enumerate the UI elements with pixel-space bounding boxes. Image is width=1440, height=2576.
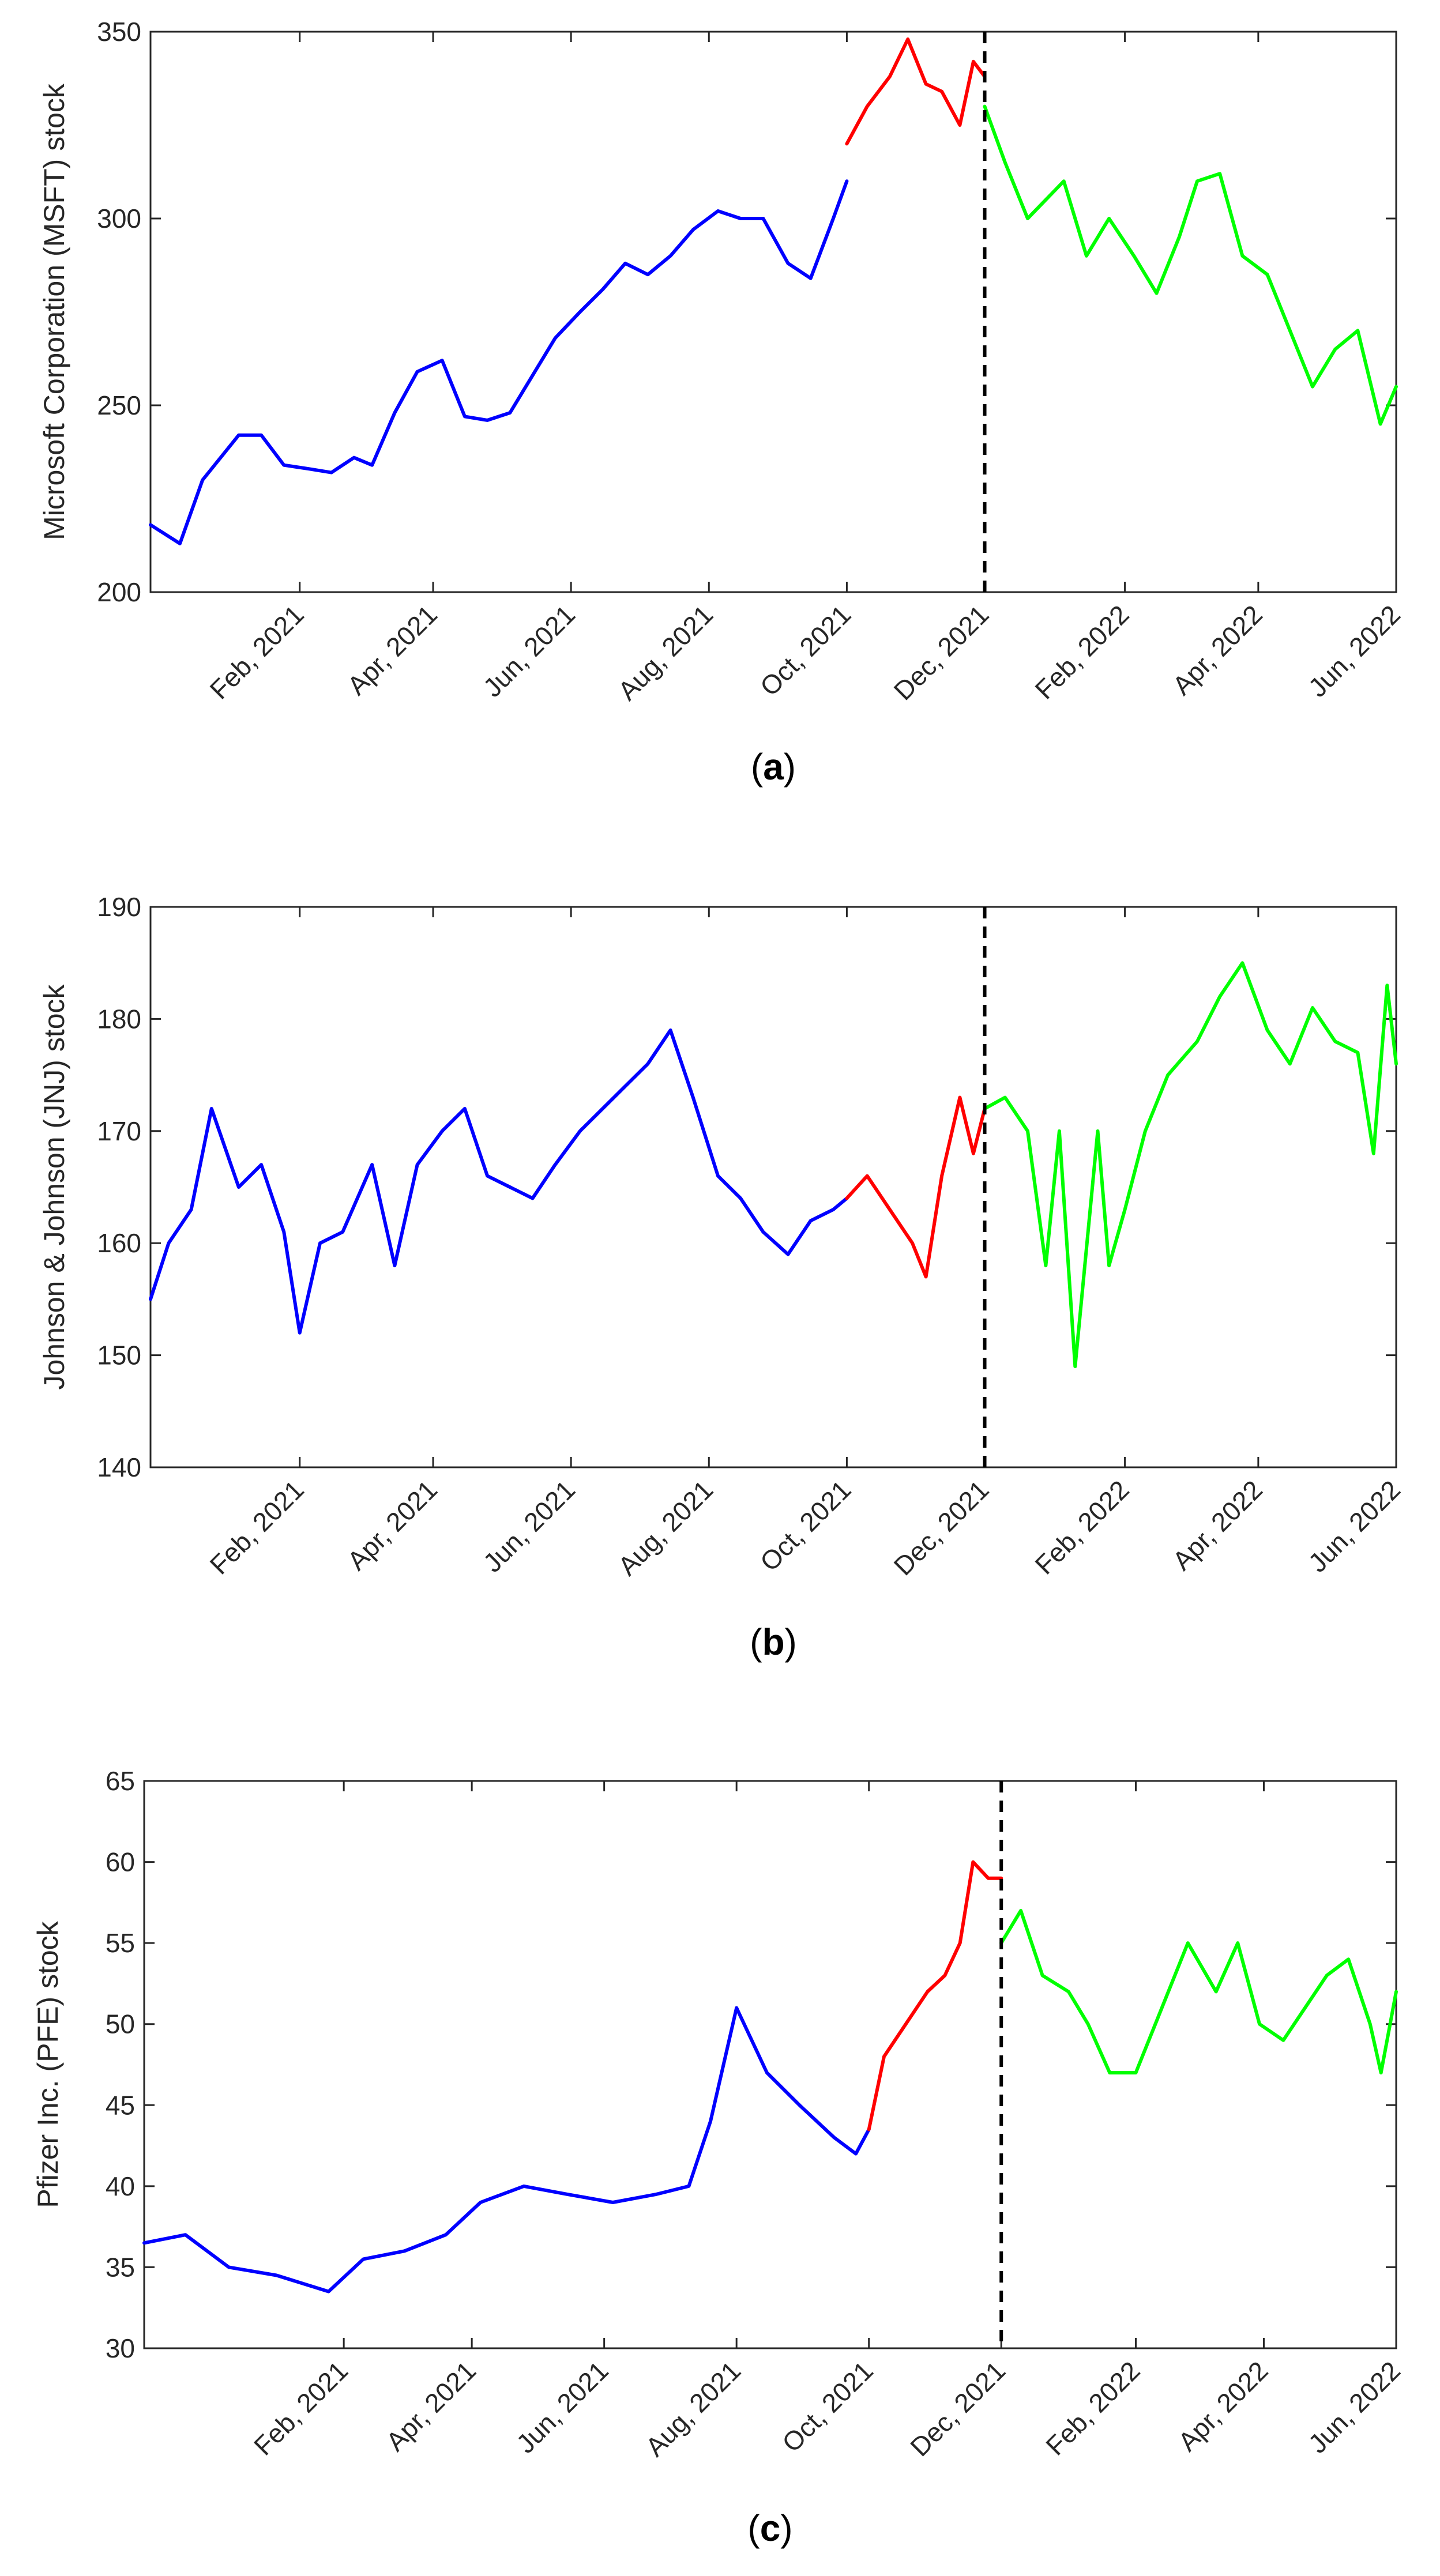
- y-tick-label: 300: [97, 204, 141, 234]
- y-tick-label: 140: [97, 1452, 141, 1482]
- x-tick-label: Dec, 2021: [888, 1474, 995, 1581]
- caption-letter: a: [763, 746, 784, 788]
- chart-panel-2: 140 150 160 170 180 190 Feb, 2021 Apr, 2021 Jun,…: [38, 892, 1406, 1663]
- x-tick-label: Dec, 2021: [888, 599, 995, 706]
- x-tick-label: Feb, 2021: [204, 1474, 310, 1580]
- y-tick-label: 65: [106, 1766, 135, 1796]
- caption-paren-open: (: [750, 1621, 762, 1663]
- series-line-3: [999, 1908, 1398, 2075]
- x-tick-label: Feb, 2021: [204, 599, 310, 705]
- x-tick-label: Dec, 2021: [904, 2355, 1011, 2462]
- x-tick-label: Jun, 2022: [1302, 599, 1406, 703]
- y-axis-label: Microsoft Corporation (MSFT) stock: [38, 83, 70, 540]
- caption-paren-close: ): [784, 746, 796, 788]
- series-line-3: [983, 104, 1398, 426]
- x-tick-label: Apr, 2021: [341, 599, 443, 701]
- x-tick-label: Apr, 2022: [1172, 2355, 1274, 2457]
- y-axis-label: Pfizer Inc. (PFE) stock: [32, 1920, 64, 2208]
- caption-paren-close: ): [780, 2507, 792, 2549]
- y-tick-label: 50: [106, 2009, 135, 2039]
- y-axis-label: Johnson & Johnson (JNJ) stock: [38, 984, 70, 1389]
- plot-area: [149, 31, 1397, 593]
- x-tick-label: Feb, 2022: [1029, 1474, 1134, 1580]
- y-tick-label: 45: [106, 2090, 135, 2120]
- y-tick-label: 250: [97, 390, 141, 420]
- x-tick-label: Aug, 2021: [640, 2355, 746, 2462]
- x-tick-label: Jun, 2022: [1302, 2355, 1406, 2459]
- x-tick-label: Apr, 2022: [1167, 1474, 1268, 1576]
- x-tick-label: Aug, 2021: [612, 599, 719, 706]
- x-tick-label: Apr, 2022: [1167, 599, 1268, 701]
- series-line-2: [867, 1860, 1003, 2131]
- x-tick-label: Jun, 2021: [478, 599, 581, 703]
- x-tick-label: Feb, 2022: [1029, 599, 1134, 705]
- y-tick-label: 30: [106, 2333, 135, 2363]
- series-line-1: [142, 2006, 871, 2293]
- x-tick-label: Jun, 2022: [1302, 1474, 1406, 1578]
- panel-caption: (b): [750, 1621, 797, 1663]
- y-tick-label: 55: [106, 1928, 135, 1958]
- caption-letter: c: [760, 2507, 781, 2549]
- y-tick-label: 190: [97, 892, 141, 922]
- y-tick-label: 180: [97, 1004, 141, 1034]
- x-tick-label: Jun, 2021: [478, 1474, 581, 1578]
- caption-paren-close: ): [785, 1621, 797, 1663]
- y-tick-label: 170: [97, 1116, 141, 1146]
- x-tick-label: Apr, 2021: [341, 1474, 443, 1576]
- caption-letter: b: [762, 1621, 784, 1663]
- series-line-2: [845, 37, 987, 146]
- x-tick-label: Feb, 2022: [1040, 2355, 1145, 2461]
- y-tick-label: 350: [97, 17, 141, 47]
- x-tick-label: Feb, 2021: [248, 2355, 354, 2461]
- caption-paren-open: (: [747, 2507, 760, 2549]
- y-tick-label: 40: [106, 2171, 135, 2201]
- series-line-2: [845, 1095, 987, 1279]
- y-tick-label: 60: [106, 1847, 135, 1877]
- series-line-1: [149, 179, 849, 545]
- series-line-3: [983, 961, 1398, 1368]
- x-tick-label: Jun, 2021: [510, 2355, 614, 2459]
- caption-paren-open: (: [751, 746, 763, 788]
- panel-caption: (c): [747, 2507, 792, 2549]
- x-tick-label: Aug, 2021: [612, 1474, 719, 1581]
- x-tick-label: Oct, 2021: [776, 2355, 879, 2458]
- y-tick-label: 160: [97, 1228, 141, 1258]
- series-line-1: [149, 1028, 849, 1335]
- x-tick-label: Oct, 2021: [754, 599, 857, 702]
- y-tick-label: 200: [97, 577, 141, 607]
- y-tick-label: 150: [97, 1340, 141, 1370]
- x-tick-label: Apr, 2021: [380, 2355, 482, 2457]
- plot-area: [149, 906, 1397, 1468]
- y-tick-label: 35: [106, 2252, 135, 2282]
- chart-panel-3: 30 35 40 45 50 55 60 65 Feb, 2021 Apr, 2021 Jun, 2…: [32, 1766, 1406, 2549]
- plot-area: [143, 1780, 1397, 2349]
- chart-panel-1: 200 250 300 350 Feb, 2021 Apr, 2021 Jun, 2021 A…: [38, 17, 1406, 788]
- x-tick-label: Oct, 2021: [754, 1474, 857, 1577]
- panel-caption: (a): [751, 746, 796, 788]
